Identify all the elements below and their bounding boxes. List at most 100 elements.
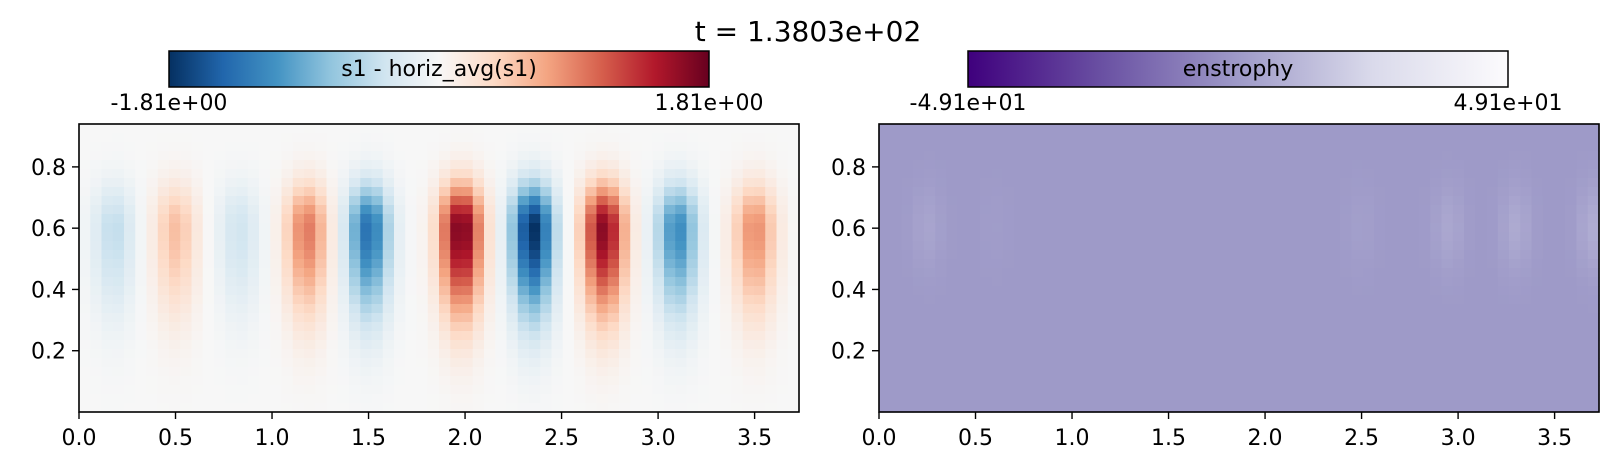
heatmap-cell	[1554, 133, 1566, 143]
heatmap-cell	[427, 223, 440, 233]
heatmap-cell	[371, 367, 384, 377]
heatmap-cell	[270, 205, 283, 215]
heatmap-cell	[157, 340, 170, 350]
heatmap-cell	[1419, 286, 1431, 296]
heatmap-cell	[935, 250, 948, 260]
heatmap-cell	[1239, 358, 1251, 368]
heatmap-cell	[1002, 196, 1015, 206]
heatmap-cell	[371, 205, 384, 215]
heatmap-cell	[292, 214, 305, 224]
heatmap-cell	[1452, 124, 1465, 134]
heatmap-cell	[596, 304, 609, 314]
heatmap-cell	[652, 403, 665, 413]
heatmap-cell	[1396, 223, 1409, 233]
heatmap-cell	[1340, 223, 1353, 233]
heatmap-cell	[1464, 277, 1476, 287]
heatmap-cell	[1036, 232, 1049, 242]
heatmap-cell	[112, 268, 125, 278]
heatmap-cell	[360, 169, 373, 179]
heatmap-cell	[1194, 385, 1206, 395]
heatmap-cell	[405, 241, 418, 251]
heatmap-cell	[360, 385, 373, 395]
heatmap-cell	[720, 358, 733, 368]
heatmap-cell	[461, 367, 474, 377]
heatmap-cell	[427, 385, 440, 395]
heatmap-cell	[79, 196, 91, 206]
heatmap-cell	[1014, 124, 1026, 134]
heatmap-cell	[1250, 205, 1263, 215]
heatmap-cell	[991, 196, 1004, 206]
heatmap-cell	[664, 313, 676, 323]
heatmap-cell	[1250, 241, 1263, 251]
heatmap-cell	[495, 151, 508, 161]
heatmap-cell	[472, 169, 485, 179]
heatmap-cell	[1486, 205, 1499, 215]
heatmap-cell	[540, 385, 553, 395]
heatmap-cell	[439, 403, 451, 413]
heatmap-cell	[1486, 295, 1499, 305]
heatmap-cell	[607, 268, 620, 278]
heatmap-cell	[1396, 259, 1409, 269]
heatmap-cell	[1441, 133, 1454, 143]
heatmap-cell	[304, 205, 316, 215]
heatmap-cell	[1407, 277, 1420, 287]
heatmap-cell	[641, 214, 654, 224]
heatmap-cell	[1092, 250, 1105, 260]
heatmap-cell	[472, 232, 485, 242]
heatmap-cell	[427, 160, 440, 170]
heatmap-cell	[157, 313, 170, 323]
heatmap-cell	[1171, 178, 1184, 188]
heatmap-cell	[1149, 367, 1161, 377]
heatmap-cell	[371, 214, 384, 224]
heatmap-cell	[135, 205, 148, 215]
x-tick-label: 3.5	[737, 426, 772, 451]
heatmap-cell	[1317, 124, 1330, 134]
heatmap-cell	[652, 286, 665, 296]
heatmap-cell	[382, 340, 395, 350]
heatmap-cell	[1104, 376, 1116, 386]
heatmap-cell	[214, 187, 226, 197]
heatmap-cell	[924, 277, 936, 287]
heatmap-cell	[214, 223, 226, 233]
heatmap-cell	[1486, 367, 1499, 377]
heatmap-cell	[270, 214, 283, 224]
heatmap-cell	[1531, 295, 1544, 305]
heatmap-cell	[664, 403, 676, 413]
heatmap-cell	[787, 142, 800, 152]
heatmap-cell	[371, 349, 384, 359]
heatmap-cell	[236, 367, 249, 377]
heatmap-cell	[461, 214, 474, 224]
heatmap-cell	[596, 196, 609, 206]
heatmap-cell	[270, 286, 283, 296]
heatmap-cell	[1205, 313, 1218, 323]
heatmap-cell	[112, 241, 125, 251]
heatmap-cell	[1025, 376, 1038, 386]
heatmap-cell	[1464, 196, 1476, 206]
heatmap-cell	[686, 250, 699, 260]
heatmap-cell	[360, 160, 373, 170]
heatmap-cell	[946, 169, 959, 179]
heatmap-cell	[371, 268, 384, 278]
heatmap-cell	[281, 187, 294, 197]
heatmap-cell	[1385, 385, 1398, 395]
heatmap-cell	[326, 358, 339, 368]
heatmap-cell	[562, 304, 575, 314]
heatmap-cell	[506, 259, 519, 269]
heatmap-cell	[1351, 295, 1364, 305]
heatmap-cell	[450, 223, 463, 233]
heatmap-cell	[1385, 223, 1398, 233]
heatmap-cell	[315, 214, 328, 224]
heatmap-cell	[1441, 322, 1454, 332]
heatmap-cell	[619, 160, 631, 170]
heatmap-cell	[619, 205, 631, 215]
heatmap-cell	[1205, 385, 1218, 395]
heatmap-cell	[202, 376, 215, 386]
heatmap-cell	[664, 358, 676, 368]
heatmap-cell	[1385, 142, 1398, 152]
heatmap-cell	[517, 160, 530, 170]
heatmap-cell	[270, 358, 283, 368]
heatmap-cell	[1306, 358, 1319, 368]
heatmap-cell	[1475, 124, 1488, 134]
heatmap-cell	[1475, 358, 1488, 368]
heatmap-cell	[562, 268, 575, 278]
